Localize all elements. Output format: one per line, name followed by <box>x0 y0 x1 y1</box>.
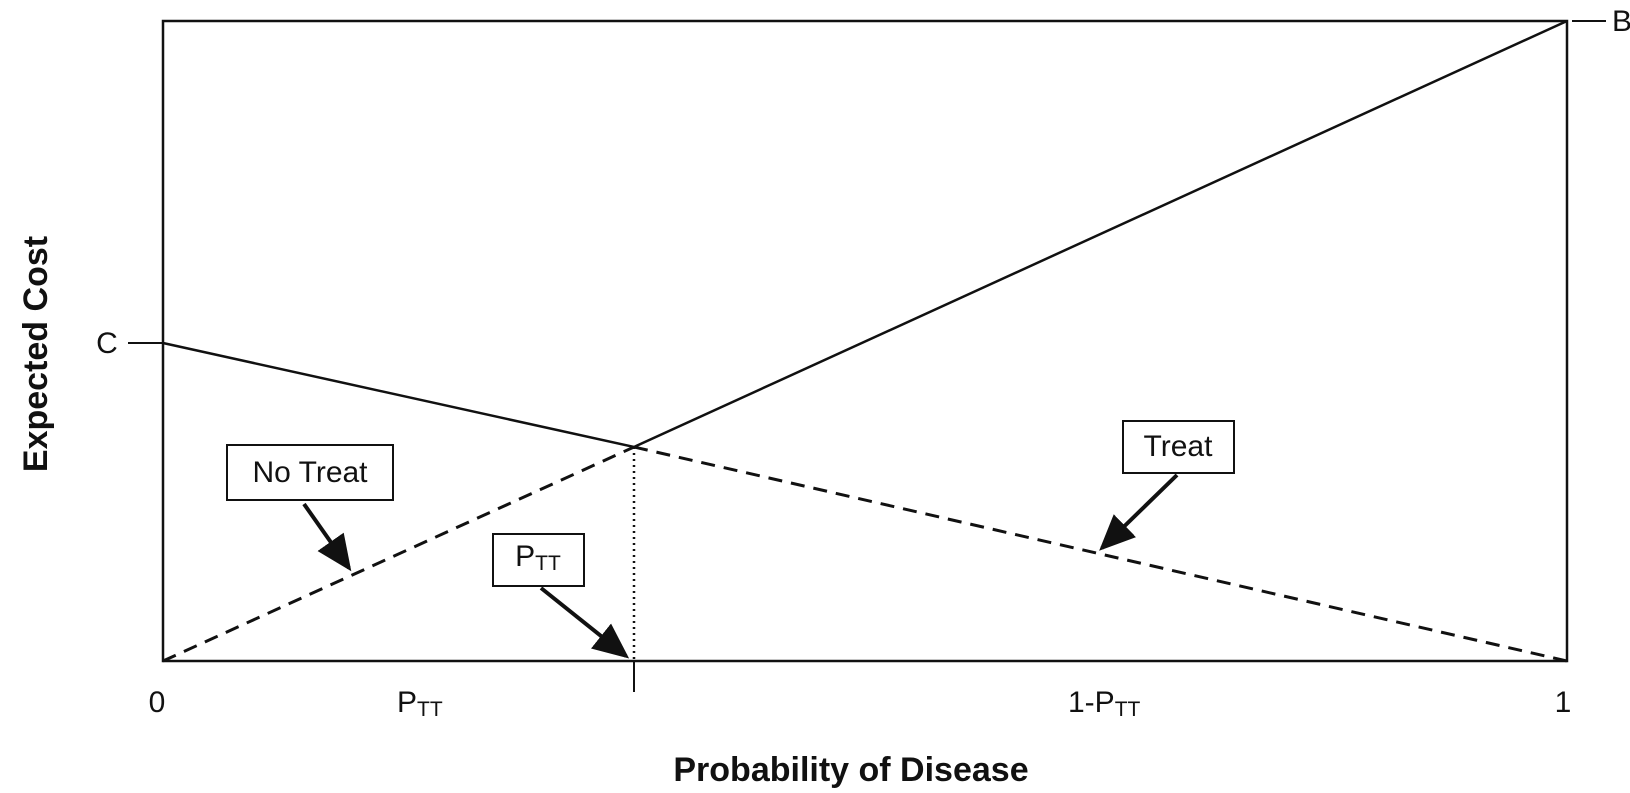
arrow <box>302 502 352 572</box>
annotation-label: Treat <box>1144 430 1214 463</box>
y-axis-title: Expected Cost <box>17 236 55 472</box>
y-mark-label: C <box>96 327 118 360</box>
tick-text: 1-P <box>1068 686 1115 719</box>
x-tick-label: 1 <box>1555 686 1572 719</box>
annotation-label: No Treat <box>252 456 368 489</box>
annotation-text: P <box>515 540 535 573</box>
annotation-box <box>226 444 394 501</box>
tick-sub: TT <box>417 698 443 721</box>
tick-sub: TT <box>1115 698 1141 721</box>
arrow <box>1099 473 1179 551</box>
annotation-label: PTT <box>515 540 561 575</box>
y-mark-label: B <box>1612 5 1630 38</box>
x-axis-title: Probability of Disease <box>673 751 1028 789</box>
treat-dashed <box>633 445 1568 663</box>
annotation-sub: TT <box>535 552 561 575</box>
x-tick-label: 1-PTT <box>1068 686 1141 721</box>
no-treat-dashed <box>162 445 635 663</box>
annotation-box <box>1122 420 1235 474</box>
x-tick-label: PTT <box>397 686 443 721</box>
solid-line <box>162 19 1568 449</box>
x-tick-label: 0 <box>149 686 166 719</box>
plot-frame <box>161 19 1569 663</box>
tick-text: P <box>397 686 417 719</box>
arrow <box>539 586 630 659</box>
annotation-box <box>492 533 585 587</box>
